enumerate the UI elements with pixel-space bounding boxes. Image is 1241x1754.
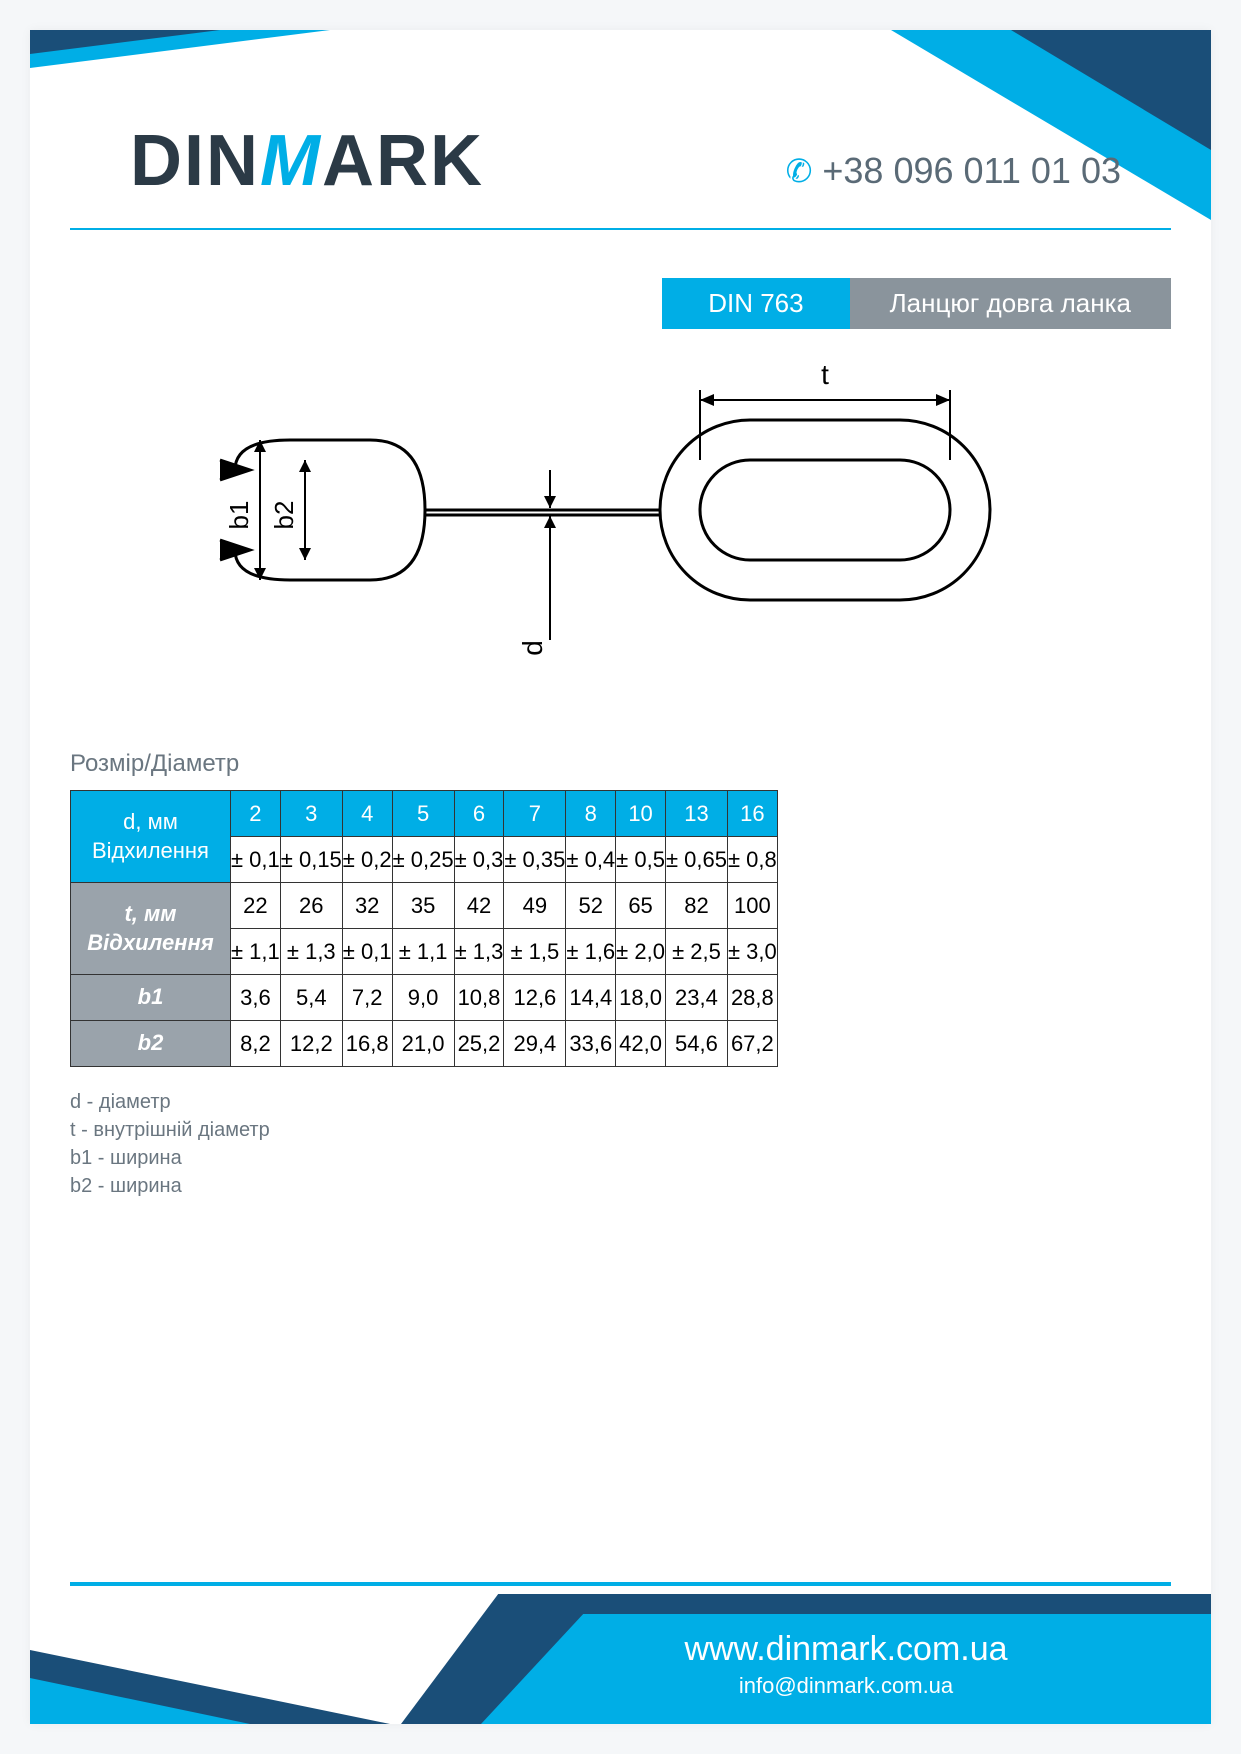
cell: 52 xyxy=(566,883,616,929)
logo-m: M xyxy=(260,121,322,201)
cell: 49 xyxy=(504,883,566,929)
table-row: b2 8,2 12,2 16,8 21,0 25,2 29,4 33,6 42,… xyxy=(71,1021,778,1067)
col-header: 6 xyxy=(454,791,504,837)
cell: ± 1,3 xyxy=(280,929,342,975)
cell: 33,6 xyxy=(566,1021,616,1067)
cell: 42 xyxy=(454,883,504,929)
cell: 100 xyxy=(727,883,777,929)
decor-triangle xyxy=(30,1678,250,1724)
cell: 29,4 xyxy=(504,1021,566,1067)
cell: ± 0,65 xyxy=(665,837,727,883)
title-code: DIN 763 xyxy=(662,278,849,329)
cell: 16,8 xyxy=(342,1021,392,1067)
cell: ± 0,25 xyxy=(392,837,454,883)
cell: ± 0,1 xyxy=(342,929,392,975)
legend-line: d - діаметр xyxy=(70,1088,270,1116)
legend-line: b1 - ширина xyxy=(70,1144,270,1172)
col-header: 3 xyxy=(280,791,342,837)
footer-url: www.dinmark.com.ua xyxy=(481,1630,1211,1669)
phone-block: ✆ +38 096 011 01 03 xyxy=(786,150,1121,192)
header-divider xyxy=(70,228,1171,230)
decor-triangle xyxy=(1011,30,1211,150)
cell: 5,4 xyxy=(280,975,342,1021)
col-header: 5 xyxy=(392,791,454,837)
chain-diagram: t d b1 b2 xyxy=(190,360,1050,720)
cell: ± 0,4 xyxy=(566,837,616,883)
diagram-label-b2: b2 xyxy=(269,501,299,530)
table-row: b1 3,6 5,4 7,2 9,0 10,8 12,6 14,4 18,0 2… xyxy=(71,975,778,1021)
title-desc: Ланцюг довга ланка xyxy=(850,278,1171,329)
diagram-label-b1: b1 xyxy=(224,501,254,530)
decor-triangle xyxy=(30,30,220,54)
cell: 21,0 xyxy=(392,1021,454,1067)
diagram-label-t: t xyxy=(821,360,829,390)
cell: 3,6 xyxy=(231,975,281,1021)
table-header-row: d, мм Відхилення 2 3 4 5 6 7 8 10 13 16 xyxy=(71,791,778,837)
cell: 28,8 xyxy=(727,975,777,1021)
cell: ± 0,5 xyxy=(616,837,666,883)
legend: d - діаметр t - внутрішній діаметр b1 - … xyxy=(70,1088,270,1200)
cell: 18,0 xyxy=(616,975,666,1021)
cell: ± 3,0 xyxy=(727,929,777,975)
cell: 12,6 xyxy=(504,975,566,1021)
page-card: DINMARK ✆ +38 096 011 01 03 DIN 763 Ланц… xyxy=(30,30,1211,1724)
cell: 82 xyxy=(665,883,727,929)
cell: 42,0 xyxy=(616,1021,666,1067)
cell: ± 2,5 xyxy=(665,929,727,975)
cell: 14,4 xyxy=(566,975,616,1021)
col-header: 8 xyxy=(566,791,616,837)
footer-block: www.dinmark.com.ua info@dinmark.com.ua xyxy=(481,1614,1211,1724)
col-header: 2 xyxy=(231,791,281,837)
title-bar: DIN 763 Ланцюг довга ланка xyxy=(662,278,1171,329)
legend-line: t - внутрішній діаметр xyxy=(70,1116,270,1144)
cell: 26 xyxy=(280,883,342,929)
spec-table: d, мм Відхилення 2 3 4 5 6 7 8 10 13 16 … xyxy=(70,790,778,1067)
cell: ± 0,35 xyxy=(504,837,566,883)
cell: 12,2 xyxy=(280,1021,342,1067)
diagram-label-d: d xyxy=(517,640,548,656)
table-row: t, мм Відхилення 22 26 32 35 42 49 52 65… xyxy=(71,883,778,929)
cell: ± 0,2 xyxy=(342,837,392,883)
cell: 65 xyxy=(616,883,666,929)
cell: ± 1,6 xyxy=(566,929,616,975)
cell: ± 2,0 xyxy=(616,929,666,975)
row-header-b1: b1 xyxy=(71,975,231,1021)
footer-email: info@dinmark.com.ua xyxy=(481,1673,1211,1699)
cell: 22 xyxy=(231,883,281,929)
cell: 8,2 xyxy=(231,1021,281,1067)
legend-line: b2 - ширина xyxy=(70,1172,270,1200)
cell: ± 1,1 xyxy=(231,929,281,975)
cell: 7,2 xyxy=(342,975,392,1021)
brand-logo: DINMARK xyxy=(130,120,484,202)
footer-divider xyxy=(70,1582,1171,1586)
col-header: 16 xyxy=(727,791,777,837)
row-header-t: t, мм Відхилення xyxy=(71,883,231,975)
col-header: 10 xyxy=(616,791,666,837)
cell: ± 0,8 xyxy=(727,837,777,883)
col-header: 4 xyxy=(342,791,392,837)
cell: 10,8 xyxy=(454,975,504,1021)
cell: 54,6 xyxy=(665,1021,727,1067)
table-title: Розмір/Діаметр xyxy=(70,750,239,778)
row-header-b2: b2 xyxy=(71,1021,231,1067)
cell: ± 0,1 xyxy=(231,837,281,883)
col-header: 13 xyxy=(665,791,727,837)
cell: ± 1,5 xyxy=(504,929,566,975)
cell: 25,2 xyxy=(454,1021,504,1067)
cell: 67,2 xyxy=(727,1021,777,1067)
row-header-d: d, мм Відхилення xyxy=(71,791,231,883)
logo-text: DIN xyxy=(130,121,260,201)
phone-number: +38 096 011 01 03 xyxy=(822,150,1121,192)
col-header: 7 xyxy=(504,791,566,837)
phone-icon: ✆ xyxy=(786,152,813,190)
cell: 32 xyxy=(342,883,392,929)
cell: 23,4 xyxy=(665,975,727,1021)
cell: ± 1,1 xyxy=(392,929,454,975)
logo-text: ARK xyxy=(322,121,484,201)
cell: ± 0,3 xyxy=(454,837,504,883)
cell: 35 xyxy=(392,883,454,929)
cell: 9,0 xyxy=(392,975,454,1021)
cell: ± 0,15 xyxy=(280,837,342,883)
cell: ± 1,3 xyxy=(454,929,504,975)
